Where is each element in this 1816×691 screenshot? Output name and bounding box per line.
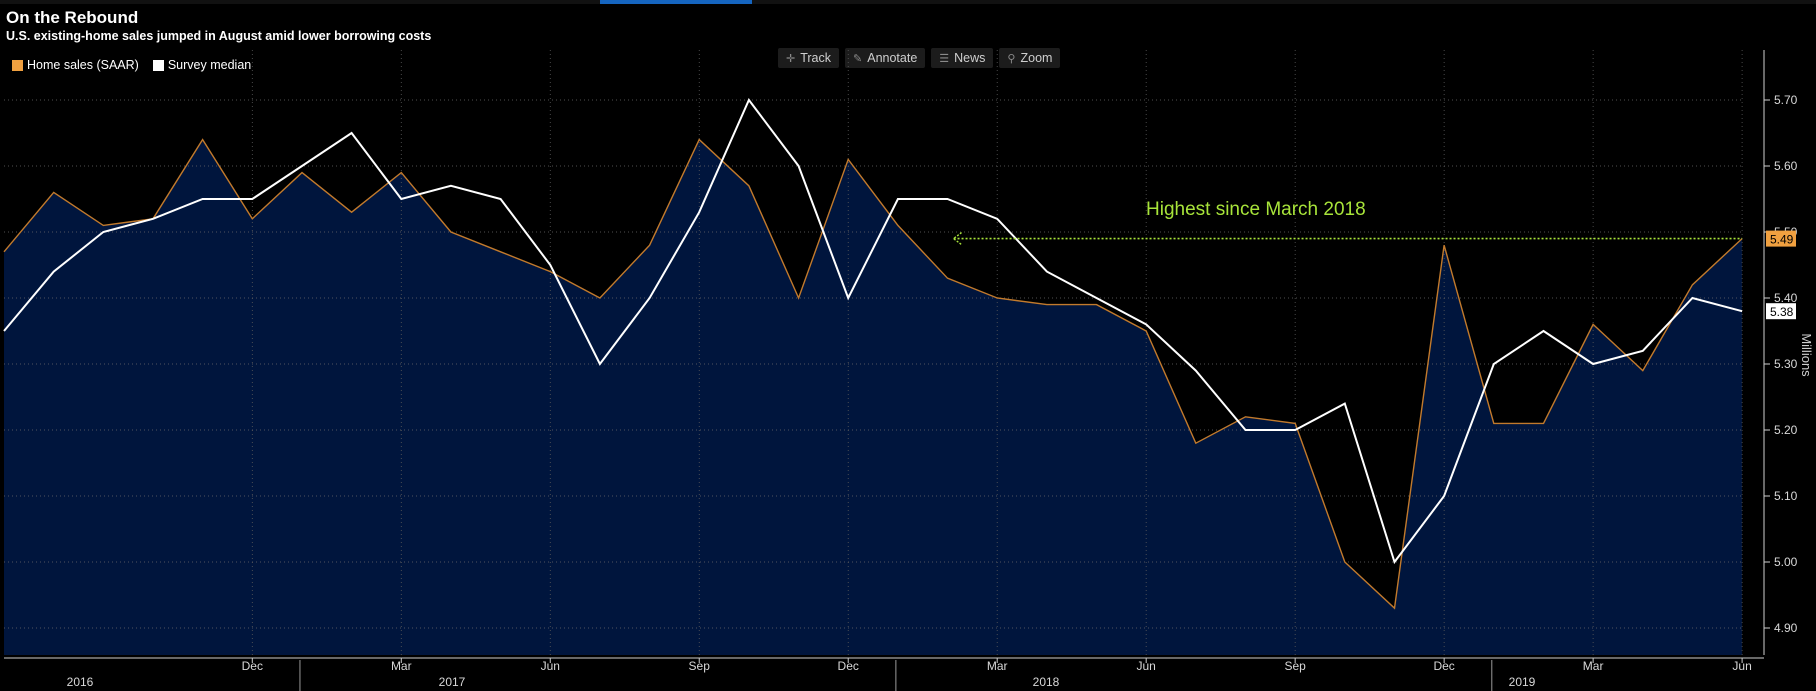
- x-tick-label: Dec: [838, 659, 859, 673]
- y-tick-label: 4.90: [1774, 621, 1798, 635]
- home-sales-swatch: [12, 59, 23, 71]
- survey-last-value: 5.38: [1770, 305, 1794, 319]
- x-tick-label: Dec: [242, 659, 263, 673]
- y-tick-label: 5.10: [1774, 489, 1798, 503]
- x-tick-label: Mar: [987, 659, 1008, 673]
- x-year-label: 2019: [1509, 675, 1536, 689]
- legend-label-home-sales: Home sales (SAAR): [27, 58, 139, 72]
- x-tick-label: Sep: [1284, 659, 1306, 673]
- zoom-label: Zoom: [1020, 51, 1053, 65]
- news-icon: ☰: [939, 52, 950, 65]
- x-tick-label: Sep: [689, 659, 711, 673]
- chart-title: On the Rebound: [6, 8, 139, 27]
- home-sales-last-value: 5.49: [1770, 233, 1794, 247]
- chart-subtitle: U.S. existing-home sales jumped in Augus…: [6, 29, 432, 43]
- annotate-label: Annotate: [867, 51, 918, 65]
- news-label: News: [954, 51, 986, 65]
- y-tick-label: 5.60: [1774, 159, 1798, 173]
- x-year-label: 2017: [439, 675, 466, 689]
- legend: Home sales (SAAR) Survey median: [12, 58, 251, 72]
- x-tick-label: Dec: [1433, 659, 1454, 673]
- y-tick-label: 5.30: [1774, 357, 1798, 371]
- active-tab-indicator: [600, 0, 752, 4]
- survey-median-line[interactable]: [3, 98, 1743, 565]
- annotation-text: Highest since March 2018: [1146, 199, 1366, 220]
- legend-label-survey: Survey median: [167, 58, 252, 72]
- y-tick-label: 5.70: [1774, 93, 1798, 107]
- y-tick-label: 5.40: [1774, 291, 1798, 305]
- x-tick-label: Mar: [391, 659, 412, 673]
- x-tick-label: Jun: [541, 659, 560, 673]
- legend-item-survey[interactable]: Survey median: [152, 58, 252, 72]
- home-sales-last-badge: [1766, 230, 1796, 247]
- x-tick-label: Jun: [1137, 659, 1156, 673]
- news-button[interactable]: ☰ News: [931, 48, 994, 68]
- survey-last-badge: [1766, 303, 1796, 320]
- home-sales-line[interactable]: [3, 138, 1743, 610]
- home-sales-area: [4, 139, 1743, 656]
- x-year-label: 2018: [1033, 675, 1060, 689]
- legend-item-home-sales[interactable]: Home sales (SAAR): [12, 58, 139, 72]
- survey-swatch: [152, 59, 164, 71]
- y-tick-label: 5.00: [1774, 555, 1798, 569]
- top-strip: [0, 0, 1816, 4]
- crosshair-icon: ✛: [786, 52, 796, 65]
- chart-toolbar: ✛ Track ✎ Annotate ☰ News ⚲ Zoom: [778, 48, 1061, 68]
- x-tick-label: Mar: [1583, 659, 1604, 673]
- pencil-icon: ✎: [853, 52, 863, 65]
- search-icon: ⚲: [1007, 52, 1016, 65]
- x-year-label: 2016: [67, 675, 94, 689]
- zoom-button[interactable]: ⚲ Zoom: [999, 48, 1061, 68]
- y-axis-label: Millions: [1799, 333, 1814, 377]
- track-label: Track: [800, 51, 832, 65]
- annotate-button[interactable]: ✎ Annotate: [845, 48, 926, 68]
- y-tick-label: 5.20: [1774, 423, 1798, 437]
- track-button[interactable]: ✛ Track: [778, 48, 840, 68]
- x-tick-label: Jun: [1732, 659, 1751, 673]
